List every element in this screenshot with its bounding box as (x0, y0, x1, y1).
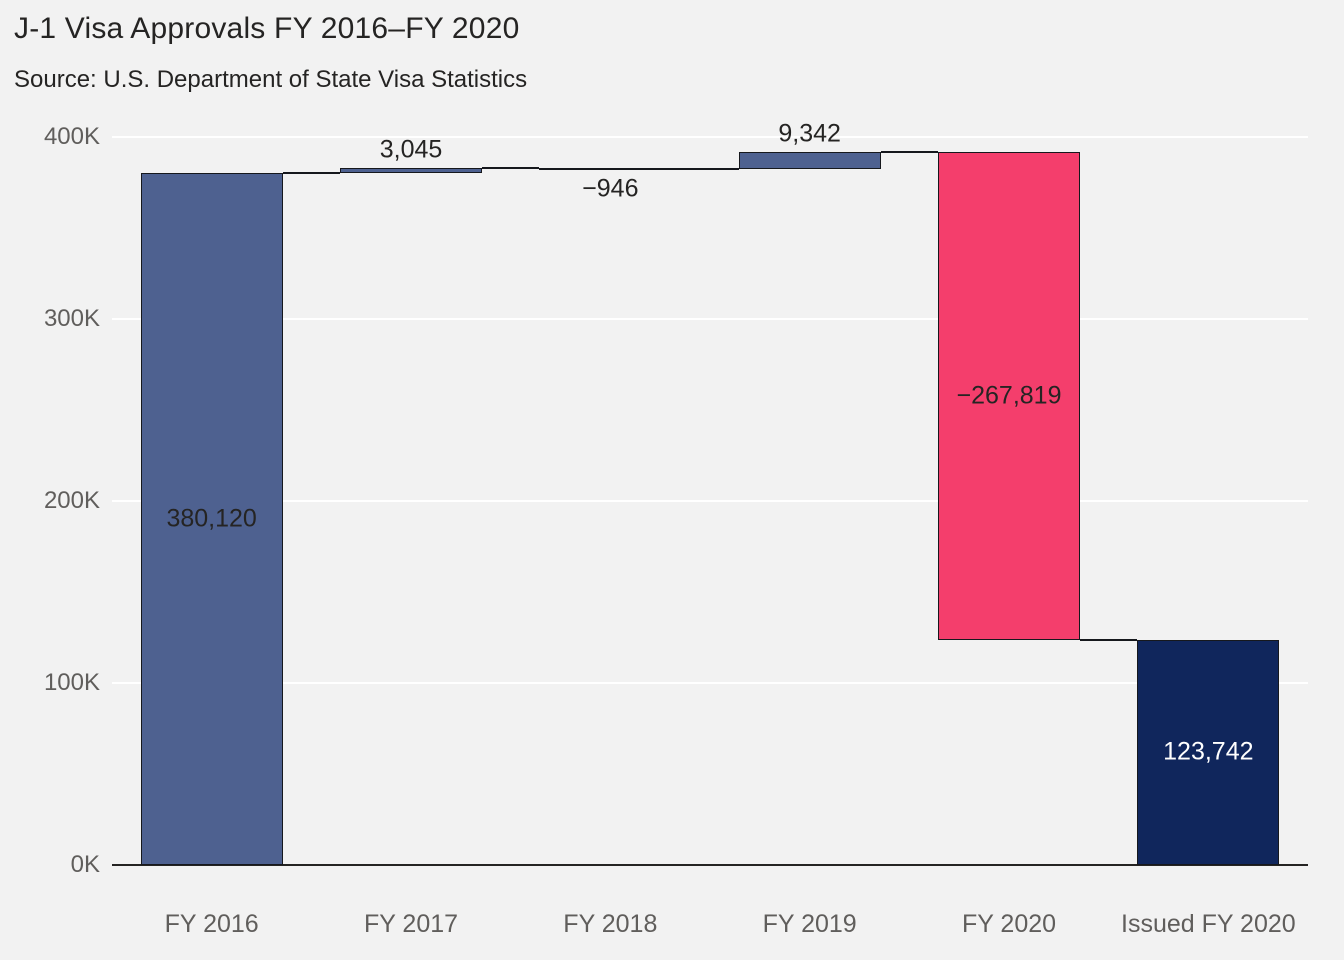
gridline (112, 682, 1308, 684)
bar-fy-2019[interactable] (738, 152, 881, 170)
y-axis-tick-label: 200K (43, 487, 100, 514)
x-axis-line (112, 864, 1308, 866)
connector-line (880, 151, 938, 154)
x-axis-category-label: Issued FY 2020 (1120, 910, 1296, 938)
connector-line (681, 168, 739, 171)
y-axis-tick-label: 400K (43, 123, 100, 150)
chart-title: J-1 Visa Approvals FY 2016–FY 2020 (14, 12, 520, 45)
connector-line (482, 166, 540, 169)
x-axis-category-label: FY 2019 (762, 910, 857, 938)
y-axis-tick-label: 0K (70, 851, 100, 878)
y-axis-tick-label: 100K (43, 669, 100, 696)
bar-value-label: 9,342 (778, 119, 841, 148)
x-axis-category-label: FY 2018 (563, 910, 658, 938)
bar-fy-2018[interactable] (539, 167, 682, 170)
gridline (112, 318, 1308, 320)
bar-issued-fy-2020[interactable] (1137, 639, 1280, 865)
bar-fy-2016[interactable] (140, 173, 283, 865)
y-axis-tick-label: 300K (43, 305, 100, 332)
bar-value-label: 123,742 (1163, 737, 1254, 766)
gridline (112, 136, 1308, 138)
bar-value-label: 3,045 (379, 135, 443, 164)
gridline (112, 500, 1308, 502)
chart-subtitle: Source: U.S. Department of State Visa St… (14, 66, 528, 93)
bar-value-label: 380,120 (166, 504, 257, 533)
bar-fy-2020[interactable] (938, 152, 1080, 640)
connector-line (1080, 638, 1138, 641)
bar-value-label: −946 (582, 174, 639, 203)
x-axis-category-label: FY 2017 (363, 910, 459, 938)
bar-value-label: −267,819 (956, 381, 1062, 410)
x-axis-category-label: FY 2016 (164, 910, 259, 938)
x-axis-category-label: FY 2020 (961, 910, 1057, 938)
bar-fy-2017[interactable] (340, 167, 482, 174)
connector-line (282, 172, 340, 175)
